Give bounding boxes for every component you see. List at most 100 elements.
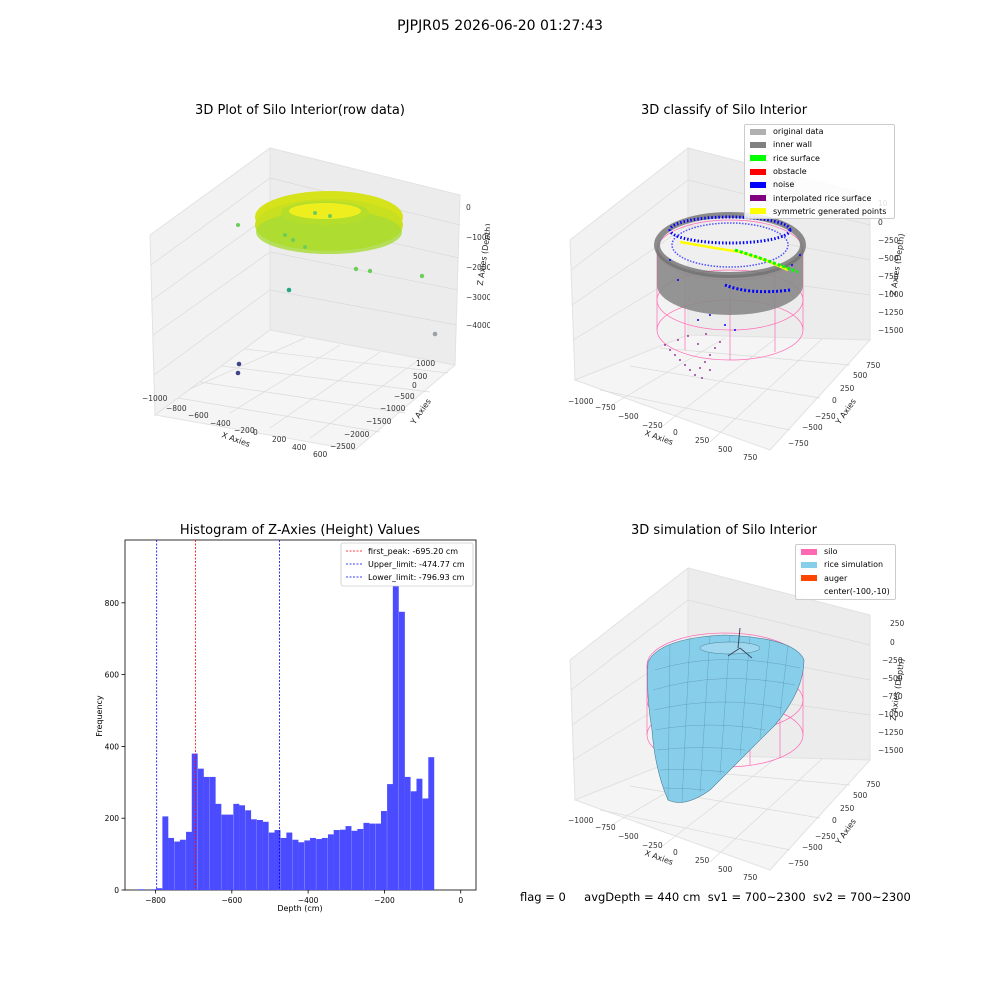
panel4-ztick: −750 (882, 692, 903, 701)
histogram-bar (321, 837, 328, 890)
panel1-ytick: 500 (413, 372, 428, 381)
histogram-bar (174, 841, 181, 890)
histogram-bar (351, 830, 358, 890)
panel4-xtick: 250 (695, 856, 710, 865)
panel4-xtick: 0 (673, 848, 678, 857)
panel1-z-ticks: 0 −1000 −2000 −3000 −4000 (466, 203, 490, 330)
panel4-y-ticks: 750 500 250 0 −250 −500 −750 (788, 780, 881, 868)
histogram-bar (245, 810, 252, 890)
panel2-ytick: 750 (866, 361, 881, 370)
histogram-bar (239, 805, 245, 890)
histogram-bar (227, 814, 234, 890)
panel1-title: 3D Plot of Silo Interior(row data) (195, 103, 405, 118)
histogram-bar (197, 768, 204, 890)
histogram-bar (257, 820, 263, 890)
histogram-ytick-label: 600 (105, 671, 120, 680)
panel2-ztick: −1500 (878, 326, 904, 335)
histogram-bar (363, 822, 370, 890)
histogram-bar (375, 823, 382, 890)
panel2-legend-label: noise (773, 180, 795, 190)
panel2-legend-swatch (750, 208, 766, 215)
panel4-rice-surface (647, 634, 805, 803)
panel4-xtick: 500 (718, 865, 733, 874)
panel4-auger (727, 627, 753, 659)
histogram-ytick-label: 0 (114, 886, 119, 895)
histogram-bar (428, 757, 435, 890)
histogram-bar (316, 839, 323, 890)
panel2-ytick: −250 (815, 412, 836, 421)
panel2-legend-label: interpolated rice surface (773, 193, 872, 203)
histogram-ylabel: Frequency (95, 695, 104, 737)
panel2-xtick: −500 (618, 412, 639, 421)
panel1-ytick: 0 (412, 381, 417, 390)
histogram-bar (268, 832, 275, 890)
panel4-legend-item: silo (796, 545, 895, 558)
panel4-simulation-plot: 250 0 −250 −500 −750 −1000 −1250 −1500 Z… (568, 566, 905, 882)
panel2-xtick: −750 (595, 403, 616, 412)
histogram-bar (250, 819, 257, 890)
panel1-xtick: 400 (292, 443, 307, 452)
panel2-legend: original data inner wall rice surface obsta… (744, 124, 895, 219)
panel4-ztick: −500 (882, 674, 903, 683)
panel1-ztick: −2000 (466, 263, 490, 272)
footer-sv2: sv2 = 700~2300 (812, 890, 911, 904)
histogram-y-ticks: 0 200 400 600 800 (105, 599, 125, 895)
panel4-ytick: 750 (866, 780, 881, 789)
histogram-bar (221, 814, 228, 890)
panel3-title: Histogram of Z-Axies (Height) Values (179, 523, 421, 538)
panel1-ztick: 0 (466, 203, 471, 212)
panel2-ytick: 250 (840, 384, 855, 393)
panel1-ztick: −3000 (466, 293, 490, 302)
histogram-xtick-label: −400 (298, 896, 319, 905)
panel4-ztick: −250 (882, 656, 903, 665)
histogram-bar (262, 821, 269, 890)
panel2-legend-swatch (750, 155, 766, 162)
histogram-bar (404, 776, 411, 890)
panel4-ztick: −1500 (878, 746, 904, 755)
histogram-bar (381, 811, 387, 890)
histogram-bar (339, 829, 346, 890)
panel2-legend-item: noise (745, 178, 894, 191)
histogram-bar (209, 776, 216, 890)
panel2-ztick: 0 (878, 218, 883, 227)
histogram-bar (162, 816, 169, 890)
panel2-xtick: 750 (743, 453, 758, 462)
panel2-legend-swatch (750, 181, 766, 188)
histogram-bar (387, 784, 394, 890)
panel2-classify-plot: 10 0 −250 −500 −750 −1000 −1250 −1500 Z … (568, 146, 905, 462)
panel2-ytick: 0 (832, 396, 837, 405)
panel1-xtick: −200 (234, 426, 255, 435)
histogram-bar (422, 798, 429, 890)
panel4-legend-label: center(-100,-10) (824, 587, 890, 597)
panel4-ylabel: Y Axies (833, 817, 858, 847)
panel4-ytick: 0 (832, 816, 837, 825)
panel1-ytick: 1000 (416, 359, 435, 368)
panel1-xtick: 0 (253, 428, 258, 437)
histogram-ytick-label: 800 (105, 599, 120, 608)
panel2-legend-label: rice surface (773, 153, 820, 163)
panel2-legend-label: symmetric generated points (773, 206, 887, 216)
panel1-ytick: −500 (394, 392, 415, 401)
panel4-legend-item: auger (796, 572, 895, 585)
histogram-bar (333, 830, 340, 890)
panel1-xtick: −600 (188, 411, 209, 420)
panel2-legend-swatch (750, 141, 766, 148)
figure-suptitle: PJPJR05 2026-06-20 01:27:43 (397, 18, 603, 34)
histogram-bar (215, 803, 222, 890)
panel4-title: 3D simulation of Silo Interior (631, 523, 817, 538)
histogram-bars (138, 547, 435, 890)
panel2-ztick: −750 (878, 272, 899, 281)
panel2-legend-item: obstacle (745, 165, 894, 178)
panel4-ztick: −1000 (878, 710, 904, 719)
panel4-legend-swatch (801, 548, 817, 555)
histogram-bar (416, 778, 423, 890)
panel2-legend-swatch (750, 128, 766, 135)
panel2-legend-label: inner wall (773, 140, 813, 150)
histogram-bar (274, 830, 281, 890)
histogram-bar (179, 839, 186, 890)
histogram-bar (286, 832, 293, 890)
panel4-legend-swatch (801, 561, 817, 568)
histogram-bar (233, 803, 240, 890)
histogram-bar (191, 753, 198, 890)
panel4-ztick: 250 (890, 619, 905, 628)
